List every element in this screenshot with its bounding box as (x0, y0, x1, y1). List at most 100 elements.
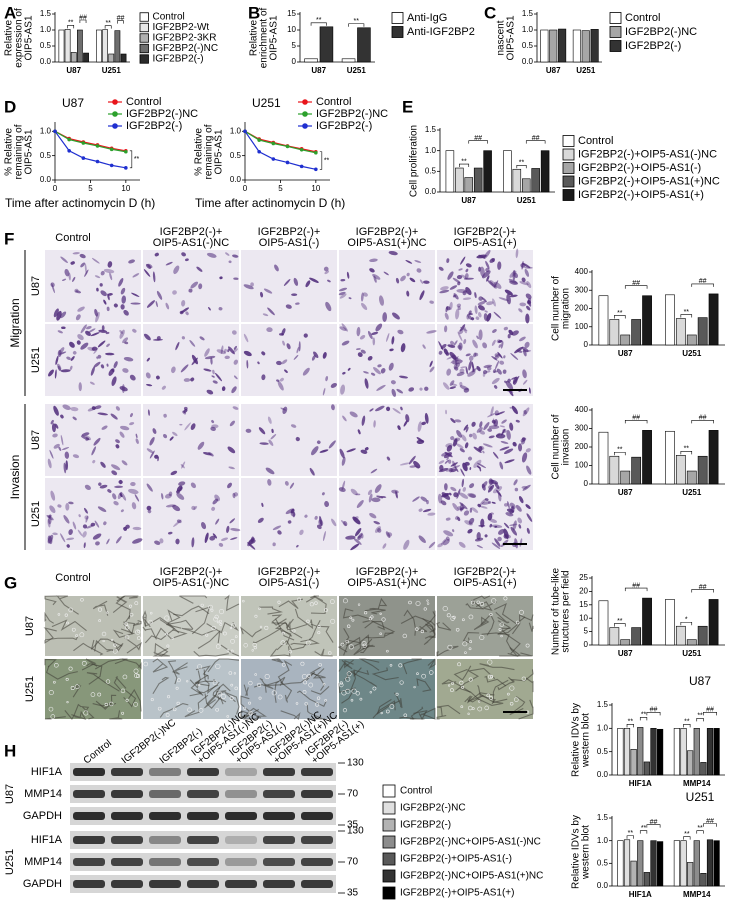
cell (392, 407, 401, 414)
cell (257, 517, 264, 523)
cell (364, 611, 368, 615)
cell (509, 270, 517, 278)
blot-band (301, 880, 333, 888)
cell (143, 661, 149, 667)
cell (464, 442, 469, 449)
point (299, 148, 304, 152)
blot-band (149, 812, 181, 820)
cell (190, 377, 195, 382)
cell (86, 525, 93, 529)
cell (486, 301, 494, 306)
cell (106, 611, 109, 614)
bar (637, 840, 644, 887)
cell (528, 387, 531, 394)
cell (83, 542, 86, 549)
cell (149, 450, 155, 459)
cell (525, 313, 530, 324)
cell (487, 659, 493, 665)
cell (395, 277, 400, 284)
cell (150, 698, 154, 702)
cell (467, 493, 476, 498)
cell (299, 529, 304, 536)
tube-strand (480, 613, 495, 636)
tube-strand (280, 710, 301, 721)
legend-label: Anti-IGF2BP2 (407, 26, 475, 38)
cell (452, 294, 456, 298)
cell (175, 686, 179, 690)
cell (77, 529, 83, 537)
legend-swatch (382, 886, 396, 900)
cell (106, 306, 110, 312)
cell (110, 413, 118, 420)
cell (283, 278, 291, 286)
cell (204, 532, 209, 544)
blot-band (111, 812, 143, 820)
cell (148, 619, 153, 625)
x-tick-label: U251 (347, 66, 367, 75)
cell (463, 424, 469, 431)
bar (675, 318, 686, 346)
cell (460, 507, 465, 511)
cell (361, 302, 368, 311)
y-tick-label: 0.0 (597, 881, 609, 890)
cell (361, 415, 366, 426)
cell (494, 482, 500, 490)
y-tick-label: 200 (575, 304, 589, 313)
x-tick-label: MMP14 (683, 779, 711, 788)
cell (226, 715, 230, 718)
cell (459, 448, 465, 453)
cell (342, 415, 347, 422)
y-tick-label: 0.5 (230, 151, 242, 160)
y-tick-label: 0 (584, 340, 589, 349)
cell (484, 534, 488, 538)
bar (464, 177, 474, 193)
y-axis-label: enrichment of (259, 7, 270, 68)
cell (197, 664, 203, 670)
cell (213, 616, 218, 622)
cell (100, 290, 107, 297)
significance-bracket (117, 20, 124, 24)
line (54, 130, 126, 153)
cell (165, 493, 172, 499)
cell (149, 436, 155, 446)
cell (491, 501, 496, 504)
cell (525, 293, 532, 300)
cell (193, 505, 198, 510)
cell (132, 328, 137, 333)
cell (233, 345, 237, 350)
tube-strand (477, 684, 496, 705)
cell (75, 290, 82, 294)
cell (230, 639, 235, 644)
cell (206, 252, 217, 258)
cell (191, 354, 199, 365)
cell (70, 261, 75, 265)
cell (490, 406, 494, 416)
cell (362, 292, 368, 297)
cell (466, 314, 470, 320)
y-axis-label: Relative (249, 20, 260, 57)
cell (396, 388, 404, 394)
cell (487, 674, 493, 680)
cell (228, 466, 235, 470)
tube-strand (173, 605, 210, 617)
legend-label: Anti-IgG (407, 12, 447, 24)
cell (459, 368, 465, 374)
bar (623, 839, 631, 887)
significance-label: ## (532, 135, 540, 142)
column-header: OIP5-AS1(-) (259, 577, 320, 589)
cell (223, 348, 227, 353)
tube-strand (152, 658, 169, 673)
cell (515, 419, 520, 423)
cell (227, 482, 233, 489)
cell (128, 604, 133, 608)
legend-marker (302, 99, 308, 105)
cell (498, 627, 502, 631)
micrograph (143, 404, 239, 476)
tube-strand (420, 707, 436, 720)
tube-strand (417, 620, 436, 633)
cell (515, 504, 522, 512)
x-tick-label: 10 (121, 184, 130, 193)
cell (454, 466, 459, 473)
cell (53, 308, 59, 318)
cell (389, 663, 393, 667)
